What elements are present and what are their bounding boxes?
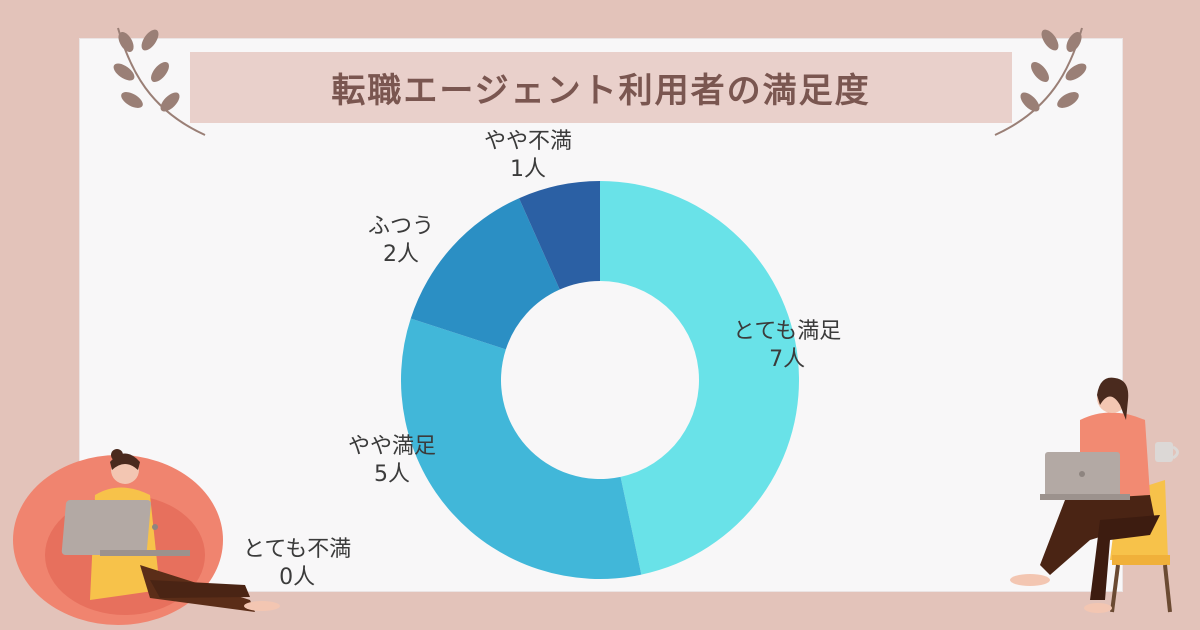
donut-slice-3 [519, 181, 600, 290]
slice-label-text: とても不満 [243, 537, 352, 562]
slice-value-text: 0人 [279, 565, 316, 590]
slice-label-text: とても満足 [733, 319, 842, 344]
donut-slice-0 [600, 181, 799, 575]
slice-label-text: やや不満 [484, 129, 573, 154]
slice-label-text: やや満足 [348, 434, 437, 459]
donut-slice-1 [400, 318, 642, 579]
slice-value-text: 2人 [383, 242, 419, 267]
slice-label-very-satisfied: とても満足 7人 [733, 318, 841, 374]
slice-label-somewhat-dissatisfied: やや不満 1人 [484, 128, 572, 184]
slice-value-text: 5人 [374, 462, 410, 487]
slice-value-text: 7人 [769, 347, 806, 372]
donut-slice-2 [410, 198, 560, 350]
slice-label-neutral: ふつう 2人 [368, 213, 434, 269]
slice-value-text: 1人 [510, 157, 546, 182]
title-banner: 転職エージェント利用者の満足度 [190, 52, 1012, 123]
slice-label-somewhat-satisfied: やや満足 5人 [348, 433, 436, 489]
slice-label-very-dissatisfied: とても不満 0人 [243, 536, 351, 592]
slice-label-text: ふつう [368, 214, 435, 239]
chart-title: 転職エージェント利用者の満足度 [331, 71, 871, 111]
